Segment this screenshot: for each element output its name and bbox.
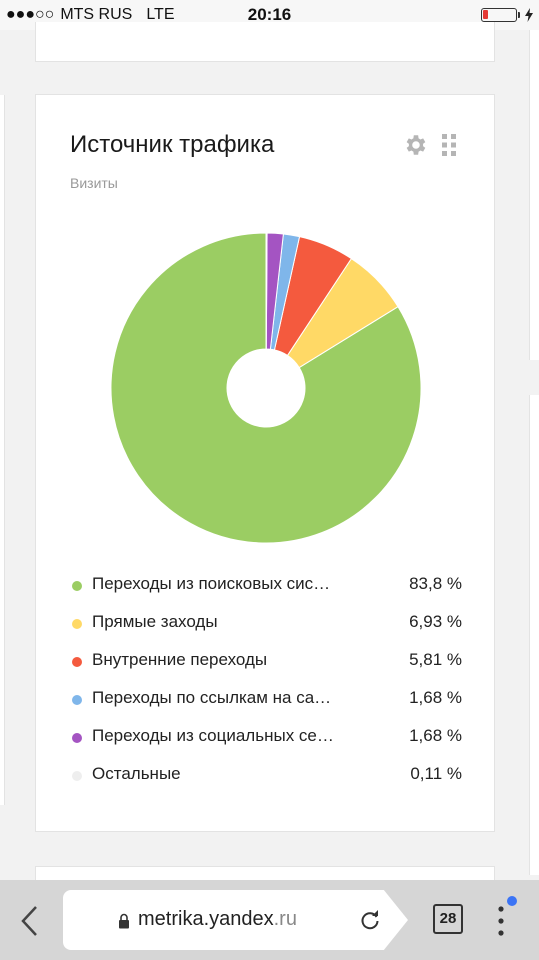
status-left: ●●●○○ MTS RUS LTE [6, 6, 174, 24]
next-card-edge [529, 30, 539, 360]
widget-title: Источник трафика [70, 131, 275, 158]
donut-slice-0[interactable] [110, 232, 422, 544]
battery-icon [481, 8, 520, 22]
url-tld: .ru [273, 908, 297, 930]
network-type: LTE [146, 6, 175, 23]
legend-item[interactable]: Остальные 0,11 % [70, 761, 462, 799]
reload-icon[interactable] [359, 909, 381, 931]
charging-icon [525, 8, 533, 22]
address-bar[interactable]: metrika.yandex.ru [63, 890, 408, 950]
clock: 20:16 [247, 5, 292, 24]
back-arrow-icon[interactable] [18, 904, 42, 938]
traffic-source-widget: Источник трафика Визиты Переходы из поис… [35, 94, 495, 832]
traffic-donut-chart[interactable] [110, 232, 422, 544]
more-menu-icon[interactable] [496, 905, 506, 937]
legend-label: Остальные [92, 764, 181, 783]
legend-value: 1,68 % [409, 726, 462, 745]
gear-icon[interactable] [402, 132, 428, 158]
drag-handle-icon[interactable] [442, 134, 456, 156]
lock-icon [119, 913, 129, 929]
url-text: metrika.yandex.ru [138, 908, 297, 931]
tabs-count-button[interactable]: 28 [433, 904, 463, 934]
legend-color-dot [72, 657, 82, 667]
legend-color-dot [72, 581, 82, 591]
legend-label: Переходы из социальных се… [92, 726, 334, 745]
legend-label: Переходы по ссылкам на са… [92, 688, 332, 707]
legend-color-dot [72, 695, 82, 705]
legend-item[interactable]: Прямые заходы 6,93 % [70, 609, 462, 647]
notification-dot [507, 896, 517, 906]
legend-value: 5,81 % [409, 650, 462, 669]
browser-toolbar: metrika.yandex.ru 28 [0, 880, 539, 960]
legend-label: Внутренние переходы [92, 650, 268, 669]
legend-color-dot [72, 771, 82, 781]
chart-legend: Переходы из поисковых сис… 83,8 % Прямые з… [70, 571, 462, 799]
url-domain: metrika.yandex [138, 908, 274, 930]
legend-label: Переходы из поисковых сис… [92, 574, 331, 593]
widget-subtitle: Визиты [70, 175, 118, 191]
legend-color-dot [72, 733, 82, 743]
legend-color-dot [72, 619, 82, 629]
legend-item[interactable]: Переходы по ссылкам на са… 1,68 % [70, 685, 462, 723]
status-right [481, 8, 533, 22]
previous-widget-card [35, 22, 495, 62]
next-card-edge-lower [529, 395, 539, 875]
legend-value: 1,68 % [409, 688, 462, 707]
legend-item[interactable]: Внутренние переходы 5,81 % [70, 647, 462, 685]
signal-strength: ●●●○○ [6, 6, 55, 23]
legend-item[interactable]: Переходы из поисковых сис… 83,8 % [70, 571, 462, 609]
legend-value: 0,11 % [410, 764, 462, 783]
donut-slice-5[interactable] [265, 232, 268, 350]
legend-value: 83,8 % [409, 574, 462, 593]
prev-card-edge [0, 95, 5, 805]
battery-level [483, 10, 488, 19]
legend-label: Прямые заходы [92, 612, 218, 631]
legend-value: 6,93 % [409, 612, 462, 631]
legend-item[interactable]: Переходы из социальных се… 1,68 % [70, 723, 462, 761]
carrier-name: MTS RUS [60, 6, 133, 23]
